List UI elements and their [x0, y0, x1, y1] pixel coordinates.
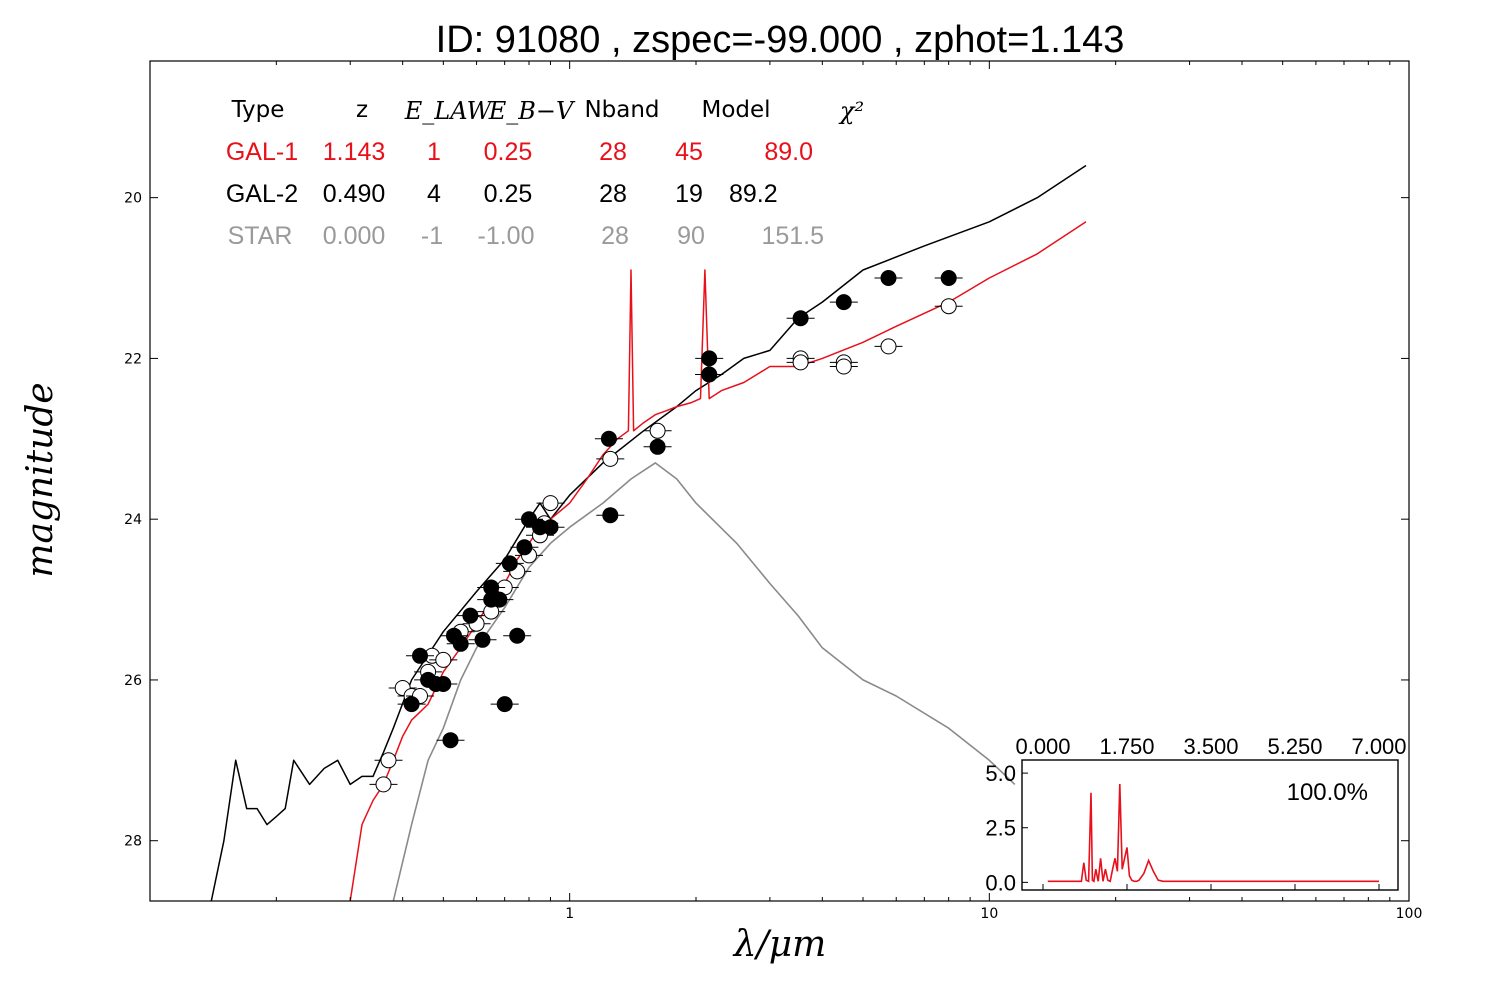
cell-model: 19 — [675, 180, 703, 208]
model-point — [649, 422, 666, 439]
model-point — [375, 776, 392, 793]
cell-elaw: 1 — [427, 138, 441, 166]
model-point — [435, 651, 452, 668]
observed-point — [940, 270, 957, 286]
redshift-pdf-inset: 0.000 1.750 3.500 5.250 7.000 0.0 2.5 5.0 100.0… — [985, 734, 1406, 895]
cell-model: 90 — [677, 222, 705, 250]
observed-point — [835, 294, 852, 311]
col-header-chi2: χ² — [838, 97, 864, 125]
inset-y-tick-label: 0.0 — [985, 870, 1016, 895]
photometry-points — [369, 270, 963, 793]
col-header-z: z — [356, 97, 368, 123]
observed-point — [442, 732, 459, 749]
cell-chi2: 89.0 — [764, 138, 813, 166]
series-line-gal-1 — [349, 221, 1087, 902]
cell-ebv: 0.25 — [484, 180, 533, 208]
cell-model: 45 — [675, 138, 703, 166]
col-header-model: Model — [701, 97, 770, 123]
observed-point — [435, 676, 452, 692]
observed-point — [542, 519, 559, 536]
observed-point — [880, 270, 897, 286]
observed-point — [701, 366, 718, 383]
inset-probability-label: 100.0% — [1287, 779, 1368, 806]
table-row-gal1: GAL-1 1.143 1 0.25 28 45 89.0 — [226, 138, 813, 166]
inset-x-tick-label: 7.000 — [1351, 734, 1406, 759]
observed-point — [701, 350, 718, 367]
x-axis-label: λ/μm — [732, 924, 826, 965]
y-tick-label: 20 — [124, 191, 142, 207]
observed-point — [649, 438, 666, 455]
observed-point — [516, 539, 533, 556]
table-row-star: STAR 0.000 -1 -1.00 28 90 151.5 — [228, 222, 824, 250]
cell-elaw: -1 — [421, 222, 443, 250]
cell-nband: 28 — [601, 222, 629, 250]
y-tick-label: 28 — [124, 834, 142, 850]
y-axis-label: magnitude — [20, 382, 61, 577]
observed-point — [412, 647, 428, 664]
cell-chi2: 151.5 — [761, 222, 824, 250]
observed-point — [600, 430, 617, 447]
y-tick-label: 26 — [124, 673, 142, 689]
fit-table: Type z E_LAW E_B−V Nband Model χ² GAL-1 … — [226, 97, 864, 250]
inset-x-tick-label: 0.000 — [1015, 734, 1070, 759]
x-tick-label: 10 — [980, 906, 998, 922]
observed-point — [452, 635, 469, 652]
y-tick-label: 24 — [124, 512, 142, 528]
observed-point — [462, 607, 479, 624]
plot-frame — [149, 60, 1410, 902]
series-line-star — [392, 462, 1016, 902]
model-point — [542, 495, 559, 512]
observed-point — [501, 555, 518, 572]
observed-point — [491, 591, 508, 608]
cell-elaw: 4 — [427, 180, 441, 208]
axis-ticks: 1 10 100 20 22 24 26 28 — [124, 61, 1422, 922]
inset-y-tick-label: 5.0 — [985, 761, 1016, 786]
col-header-type: Type — [231, 97, 285, 123]
x-tick-label: 100 — [1396, 906, 1423, 922]
main-plot: 1 10 100 20 22 24 26 28 — [124, 60, 1422, 922]
pdf-curve — [1047, 783, 1379, 883]
cell-nband: 28 — [599, 180, 627, 208]
cell-type: GAL-2 — [226, 180, 298, 208]
cell-ebv: -1.00 — [478, 222, 535, 250]
observed-point — [483, 579, 500, 596]
cell-ebv: 0.25 — [484, 138, 533, 166]
col-header-elaw: E_LAW — [404, 97, 494, 125]
cell-z: 0.000 — [323, 222, 386, 250]
cell-z: 0.490 — [323, 180, 386, 208]
cell-nband: 28 — [599, 138, 627, 166]
inset-y-tick-label: 2.5 — [985, 816, 1016, 841]
observed-point — [496, 696, 513, 713]
x-tick-label: 1 — [565, 906, 574, 922]
cell-type: STAR — [228, 222, 293, 250]
model-point — [380, 752, 397, 769]
cell-type: GAL-1 — [226, 138, 298, 166]
figure-title: ID: 91080 , zspec=-99.000 , zphot=1.143 — [436, 19, 1125, 61]
model-point — [880, 338, 897, 355]
cell-chi2: 89.2 — [729, 180, 778, 208]
observed-point — [474, 631, 491, 648]
col-header-ebv: E_B−V — [488, 97, 576, 125]
observed-point — [792, 310, 809, 327]
table-row-gal2: GAL-2 0.490 4 0.25 28 19 89.2 — [226, 180, 778, 208]
model-point — [835, 358, 852, 375]
inset-x-tick-label: 5.250 — [1267, 734, 1322, 759]
inset-x-tick-label: 1.750 — [1099, 734, 1154, 759]
cell-z: 1.143 — [323, 138, 386, 166]
y-tick-label: 22 — [124, 351, 142, 367]
observed-point — [509, 627, 526, 644]
inset-x-tick-label: 3.500 — [1183, 734, 1238, 759]
observed-point — [602, 507, 619, 524]
model-point — [792, 354, 809, 371]
inset-ticks: 0.000 1.750 3.500 5.250 7.000 0.0 2.5 5.0 — [985, 734, 1406, 895]
observed-point — [403, 696, 420, 713]
col-header-nband: Nband — [584, 97, 659, 123]
series-line-gal-2 — [210, 164, 1087, 902]
model-point — [940, 298, 957, 315]
pdf-line — [1047, 783, 1379, 883]
model-point — [602, 450, 619, 467]
